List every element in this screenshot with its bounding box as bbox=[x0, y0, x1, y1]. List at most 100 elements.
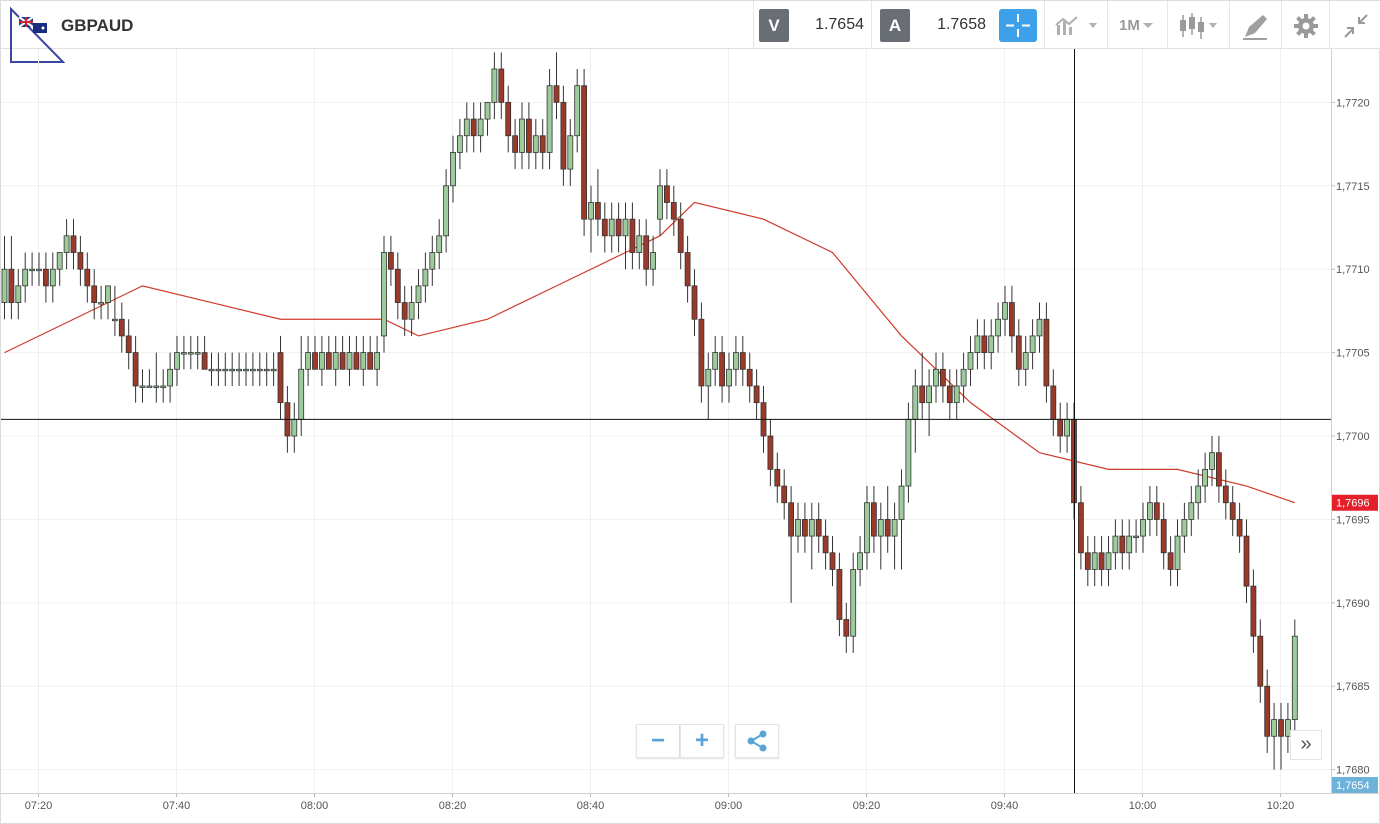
candle-body-up bbox=[436, 235, 443, 253]
candle bbox=[1174, 519, 1181, 587]
candle-body-up bbox=[463, 118, 470, 137]
candle bbox=[705, 352, 712, 420]
candle bbox=[836, 552, 843, 637]
share-button[interactable] bbox=[735, 724, 779, 758]
period-dropdown[interactable] bbox=[1139, 11, 1179, 41]
candle bbox=[1015, 319, 1022, 386]
candle-body-up bbox=[733, 352, 739, 370]
share-icon bbox=[747, 730, 767, 752]
candle-body-down bbox=[1057, 418, 1064, 437]
candle bbox=[850, 552, 857, 653]
drawing-button[interactable] bbox=[1241, 11, 1281, 41]
candle-body-up bbox=[1112, 535, 1119, 554]
candle bbox=[1250, 569, 1257, 653]
toolbar-divider bbox=[1281, 1, 1282, 49]
candle-body-down bbox=[505, 101, 512, 137]
candle-body-down bbox=[1229, 502, 1236, 520]
candle-body-up bbox=[243, 368, 249, 372]
candle bbox=[194, 335, 201, 370]
sell-price[interactable]: 1.7654 bbox=[815, 16, 864, 33]
candle-body-up bbox=[153, 385, 160, 388]
candle bbox=[739, 335, 746, 386]
indicators-button[interactable] bbox=[1053, 11, 1097, 41]
candle bbox=[91, 269, 98, 320]
candle-body-up bbox=[249, 368, 256, 372]
candle bbox=[291, 402, 298, 453]
candle bbox=[84, 252, 91, 303]
candle-body-down bbox=[1264, 685, 1271, 737]
candle-body-down bbox=[560, 101, 567, 170]
candle bbox=[463, 102, 470, 153]
candle bbox=[670, 185, 677, 236]
candle-body-up bbox=[546, 85, 553, 153]
candle bbox=[912, 369, 919, 453]
candle-body-up bbox=[933, 368, 939, 387]
candle-body-up bbox=[174, 352, 180, 370]
chart-type-button[interactable] bbox=[1177, 11, 1217, 41]
candle bbox=[1133, 519, 1139, 553]
candle bbox=[360, 335, 367, 386]
candle-body-up bbox=[491, 68, 498, 103]
sell-badge[interactable]: V bbox=[759, 9, 789, 42]
candle bbox=[560, 85, 567, 186]
candle bbox=[429, 235, 436, 286]
candle bbox=[436, 219, 443, 270]
candle bbox=[1036, 302, 1043, 353]
candle-body-up bbox=[705, 368, 712, 387]
flag-icon[interactable] bbox=[9, 6, 66, 67]
buy-price[interactable]: 1.7658 bbox=[937, 16, 986, 33]
candle-body-up bbox=[1181, 519, 1188, 537]
scroll-end-button[interactable]: » bbox=[1290, 730, 1322, 760]
zoom-in-button[interactable]: + bbox=[680, 724, 724, 758]
candle bbox=[1112, 519, 1119, 570]
candle-body-up bbox=[1022, 352, 1029, 370]
candle bbox=[843, 602, 850, 653]
period-selector[interactable]: 1M bbox=[1119, 17, 1140, 34]
candle-body-down bbox=[615, 218, 622, 237]
crosshair-button[interactable] bbox=[999, 9, 1037, 42]
candle bbox=[988, 319, 995, 370]
candle-body-up bbox=[408, 302, 415, 320]
candle bbox=[1160, 502, 1167, 570]
candle-body-up bbox=[187, 352, 194, 355]
candle-body-down bbox=[339, 352, 346, 370]
candle-body-up bbox=[960, 368, 967, 387]
candle bbox=[926, 369, 932, 437]
candle-body-down bbox=[753, 385, 760, 404]
candle-body-down bbox=[401, 302, 408, 320]
candle-body-down bbox=[77, 252, 84, 270]
candle-body-up bbox=[160, 385, 167, 388]
y-tick-label: 1,7700 bbox=[1336, 431, 1370, 443]
candle-body-down bbox=[553, 85, 560, 103]
candle bbox=[588, 185, 594, 253]
last-price-label: 1,7696 bbox=[1336, 498, 1370, 510]
price-chart[interactable]: 1,7680 1,7685 1,7690 1,7695 1,7700 1,7705 1,77… bbox=[1, 49, 1379, 824]
y-tick-label: 1,7685 bbox=[1336, 681, 1370, 693]
candle-body-up bbox=[850, 569, 857, 637]
candle bbox=[167, 352, 174, 403]
candle-body-down bbox=[312, 352, 318, 370]
collapse-button[interactable] bbox=[1341, 11, 1380, 41]
candle bbox=[601, 202, 608, 253]
symbol-title: GBPAUD bbox=[61, 16, 134, 35]
candle bbox=[905, 402, 912, 503]
candle-body-down bbox=[601, 218, 608, 237]
candle-body-up bbox=[139, 385, 146, 388]
candle bbox=[339, 335, 346, 370]
candle bbox=[243, 352, 249, 386]
candle bbox=[1222, 469, 1229, 520]
candle bbox=[201, 335, 208, 370]
buy-badge[interactable]: A bbox=[880, 9, 910, 42]
candle-body-down bbox=[1243, 535, 1250, 587]
settings-button[interactable] bbox=[1291, 11, 1331, 41]
candle bbox=[643, 219, 650, 286]
candle-body-up bbox=[967, 352, 974, 370]
candle-body-up bbox=[229, 368, 236, 372]
candle bbox=[346, 335, 353, 386]
candle bbox=[1202, 452, 1208, 503]
zoom-out-button[interactable]: − bbox=[636, 724, 680, 758]
candle-body-up bbox=[477, 118, 484, 137]
candle-body-down bbox=[781, 485, 788, 504]
bid-price-label: 1,7654 bbox=[1336, 780, 1370, 792]
chart-grid bbox=[1, 49, 1331, 793]
